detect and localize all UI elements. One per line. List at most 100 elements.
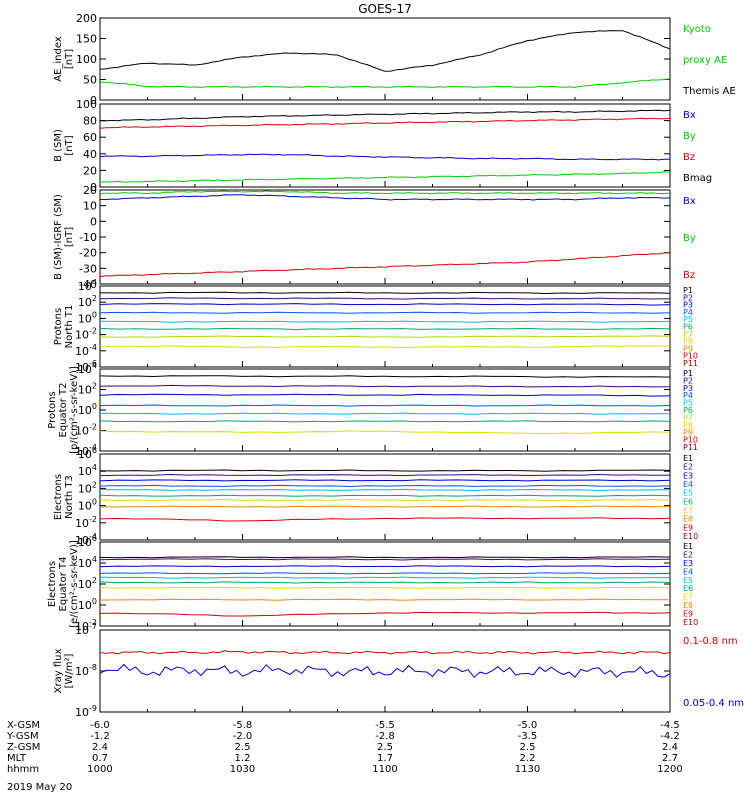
series-line-e1: [99, 556, 671, 559]
x-row-value: 1200: [657, 764, 682, 775]
series-line-p2: [99, 384, 671, 388]
legend-entry: Bz: [683, 270, 695, 281]
series-line-p2: [99, 297, 671, 300]
x-row-label: hhmm: [7, 764, 39, 775]
legend-entry: P6: [683, 323, 693, 332]
y-tick-label: 104: [78, 361, 97, 376]
series-line-p3: [99, 393, 671, 397]
legend-entry: P7: [683, 413, 693, 422]
x-row-label: Y-GSM: [6, 731, 39, 742]
x-row-value: -4.5: [660, 720, 680, 731]
y-tick-label: 10-2: [75, 515, 97, 530]
panel-frame: [99, 368, 671, 452]
y-axis-label: North T3: [64, 475, 75, 519]
x-axis-labels: X-GSM -6.0 -5.8 -5.5 -5.0 -4.5 Y-GSM -1.2 -2.0 -2…: [6, 720, 683, 775]
series-line-e6: [99, 494, 671, 497]
x-row-value: 1030: [230, 764, 255, 775]
legend-entry: P4: [683, 391, 693, 400]
series-line-bz: [99, 117, 671, 129]
y-tick-label: 10-2: [75, 618, 97, 633]
panel-5: 104 102 100 10-2 10-4 Protons Equator T2 [p/(cm…: [47, 361, 698, 458]
x-row-value: -3.5: [518, 731, 538, 742]
y-axis-label: [nT]: [64, 135, 75, 155]
x-row-value: 1.7: [377, 753, 393, 764]
legend-entry: P1: [683, 369, 693, 378]
y-tick-label: 10-4: [75, 443, 97, 458]
legend-entry: 0.1-0.8 nm: [683, 636, 738, 647]
y-tick-label: 10-8: [75, 663, 97, 678]
x-row-label: MLT: [7, 753, 27, 764]
series-line-p1: [99, 291, 671, 295]
y-tick-label: 100: [78, 597, 97, 612]
legend-entry: E7: [683, 506, 693, 515]
legend-entry: Bx: [683, 110, 696, 121]
series-line-bz: [99, 252, 671, 278]
legend-entry: P2: [683, 293, 693, 302]
panel-7: 106 104 102 100 10-2 Electrons Equator T4 [e/(c…: [47, 534, 698, 633]
y-tick-label: 10-6: [75, 359, 97, 374]
x-row-value: -6.0: [90, 720, 110, 731]
legend-entry: By: [683, 131, 696, 142]
legend-entry: E3: [683, 559, 693, 568]
figure-title: GOES-17: [358, 2, 412, 16]
series-line-e7: [99, 586, 671, 589]
y-tick-label: 102: [78, 294, 97, 309]
legend-entry: proxy AE: [683, 55, 727, 66]
y-axis-label: [W/m²]: [64, 653, 75, 688]
y-axis-label: AE_index: [53, 36, 64, 82]
y-tick-label: 0: [90, 94, 97, 107]
x-row-label: X-GSM: [7, 720, 40, 731]
series-line-p7: [99, 430, 671, 435]
series-line-e7: [99, 498, 671, 502]
legend-entry: P11: [683, 443, 698, 452]
series-line-e2: [99, 558, 671, 561]
x-row-value: 2.5: [520, 742, 536, 753]
legend-entry: E9: [683, 610, 693, 619]
series-line-p4: [99, 311, 671, 314]
y-axis-label: Electrons: [53, 474, 64, 520]
y-tick-label: -10: [79, 231, 97, 244]
y-tick-label: 102: [78, 480, 97, 495]
x-row-value: -5.8: [233, 720, 253, 731]
x-row-value: 2.4: [92, 742, 108, 753]
y-axis-label: Electrons: [47, 561, 58, 607]
y-tick-label: 104: [78, 463, 97, 478]
panel-frame: [99, 453, 671, 541]
legend-entry: P2: [683, 376, 693, 385]
y-tick-label: 100: [78, 498, 97, 513]
series-line-bx: [99, 153, 670, 161]
y-axis-label: [p/(cm²-s-sr-keV)]: [69, 366, 80, 454]
y-tick-label: 60: [83, 131, 97, 144]
legend-entry: P8: [683, 337, 693, 346]
x-row-value: 2.5: [235, 742, 251, 753]
legend-entry: Bz: [683, 152, 695, 163]
y-tick-label: -20: [79, 247, 97, 260]
y-tick-label: 100: [78, 310, 97, 325]
y-tick-label: 10-7: [75, 622, 97, 637]
legend-entry: E9: [683, 523, 693, 532]
series-line-e9: [99, 611, 671, 617]
series-line-e2: [99, 473, 671, 477]
y-axis-label: North T1: [64, 305, 75, 349]
legend-entry: P3: [683, 301, 693, 310]
y-axis-label: [nT]: [64, 227, 75, 247]
y-tick-label: -30: [79, 262, 97, 275]
y-tick-label: 100: [78, 402, 97, 417]
x-row-value: -1.2: [90, 731, 110, 742]
series-line-bmag: [99, 109, 671, 122]
legend-entry: P8: [683, 421, 693, 430]
series-line-e4: [99, 572, 671, 575]
y-axis-label: B (SM): [53, 129, 64, 162]
legend-entry: E10: [683, 618, 698, 627]
y-axis-label: Protons: [47, 391, 58, 428]
legend-entry: E4: [683, 567, 693, 576]
y-tick-label: 10-4: [75, 532, 97, 547]
y-tick-label: 20: [83, 184, 97, 197]
legend-entry: E5: [683, 576, 693, 585]
legend-entry: P5: [683, 315, 693, 324]
series-line-p5: [99, 412, 671, 415]
series-line-e6: [99, 581, 671, 584]
x-row-value: 2.5: [377, 742, 393, 753]
series-line-e4: [99, 484, 671, 488]
